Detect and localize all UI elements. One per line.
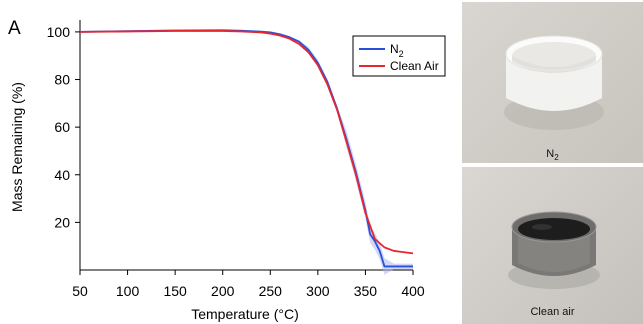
dark-cup-image: [508, 211, 600, 289]
tick-labels: 50 100 150 200 250 300 350 400 20 40 60 80 100: [47, 24, 425, 299]
legend-label-air: Clean Air: [390, 59, 439, 73]
photo-caption-clean-air: Clean air: [530, 306, 575, 318]
axes: [75, 20, 414, 275]
photo-caption-n2: N2: [546, 148, 559, 163]
legend: N2 Clean Air: [352, 35, 446, 77]
x-tick-label: 350: [354, 283, 378, 299]
x-tick-label: 200: [211, 283, 235, 299]
x-tick-label: 50: [72, 283, 88, 299]
y-tick-label: 20: [54, 214, 70, 230]
series-line-air: [79, 30, 414, 255]
x-tick-label: 300: [306, 283, 330, 299]
x-tick-label: 250: [259, 283, 283, 299]
x-tick-label: 150: [163, 283, 187, 299]
y-axis-label: Mass Remaining (%): [9, 82, 25, 212]
white-cup-image: [504, 35, 604, 130]
y-tick-label: 80: [54, 72, 70, 88]
y-tick-label: 60: [54, 119, 70, 135]
tga-chart: 50 100 150 200 250 300 350 400 20 40 60 80 100 Tempe…: [9, 20, 446, 322]
photo-clean-air-sample: Clean air: [462, 167, 643, 324]
series-lines: [79, 29, 414, 268]
y-tick-label: 100: [47, 24, 71, 40]
x-tick-label: 100: [116, 283, 140, 299]
x-axis-label: Temperature (°C): [191, 306, 299, 322]
panel-label-a: A: [8, 18, 21, 39]
y-tick-label: 40: [54, 167, 70, 183]
legend-label-n2: N2: [390, 42, 404, 59]
x-tick-label: 400: [401, 283, 425, 299]
photo-n2-sample: N2: [462, 2, 643, 163]
